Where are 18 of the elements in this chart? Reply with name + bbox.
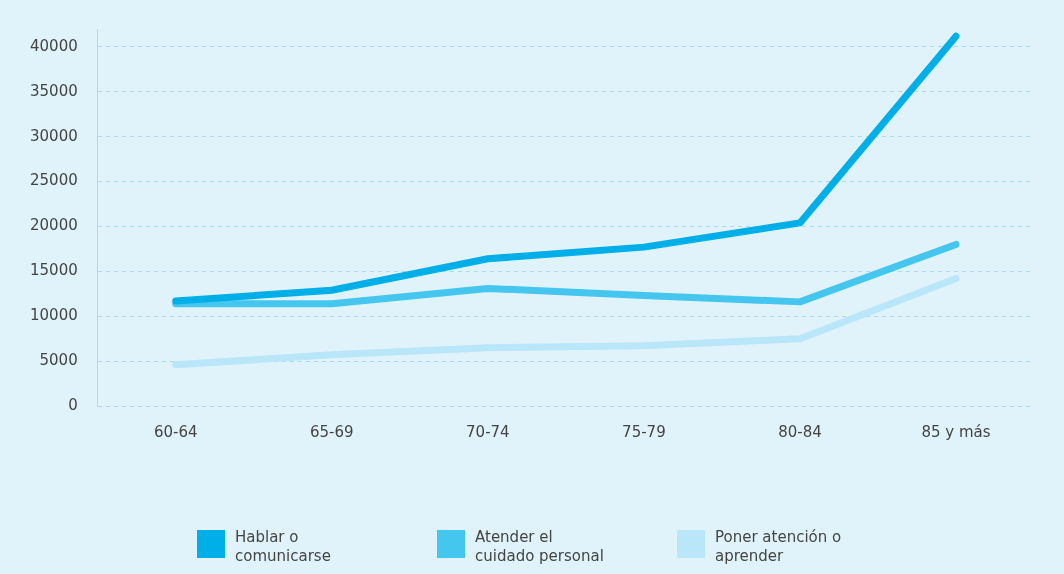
x-tick-label: 60-64 [153, 422, 198, 441]
legend-label: Hablar o comunicarse [235, 528, 332, 566]
legend-label: Atender el cuidado personal [475, 528, 605, 566]
y-tick-label: 20000 [30, 216, 78, 235]
y-tick-label: 35000 [30, 81, 78, 100]
y-tick-label: 30000 [30, 126, 78, 145]
y-tick-label: 40000 [30, 36, 78, 55]
y-tick-label: 25000 [30, 171, 78, 190]
y-tick-label: 5000 [39, 351, 78, 370]
x-tick-label: 65-69 [309, 422, 354, 441]
y-tick-label: 15000 [30, 261, 78, 280]
x-tick-label: 85 y más [921, 422, 991, 441]
x-tick-label: 75-79 [622, 422, 666, 441]
y-tick-label: 0 [68, 395, 78, 414]
y-tick-label: 10000 [30, 306, 78, 325]
x-tick-label: 80-84 [778, 422, 822, 441]
x-tick-label: 70-74 [466, 422, 510, 441]
legend-label: Poner atención o aprender [715, 528, 843, 566]
